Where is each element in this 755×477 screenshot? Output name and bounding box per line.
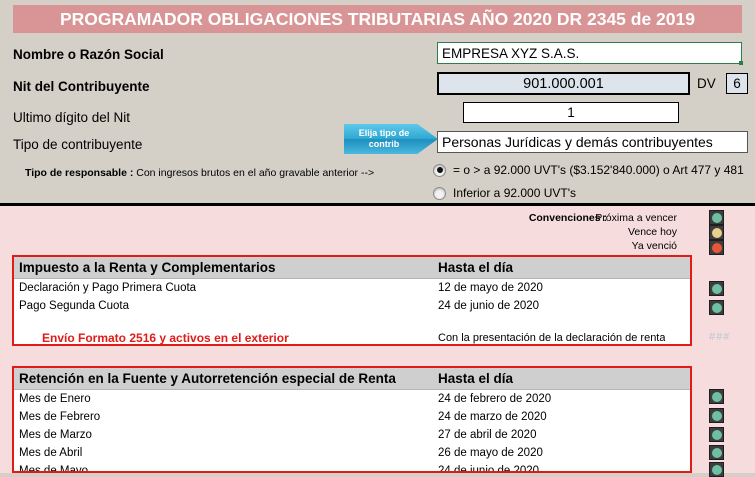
- cell-concepto: Declaración y Pago Primera Cuota: [19, 282, 197, 294]
- arrow-callout-elija-tipo: Elija tipo de contrib: [344, 124, 438, 154]
- convencion-label-proxima-vencer: Próxima a vencer: [595, 212, 677, 224]
- status-dot-green: [711, 391, 722, 402]
- table-spacer-row: [14, 315, 690, 329]
- table-row[interactable]: Mes de Mayo 24 de junio de 2020: [14, 462, 690, 473]
- cell-fecha: 26 de mayo de 2020: [438, 447, 543, 459]
- cell-fecha: 27 de abril de 2020: [438, 429, 537, 441]
- cell-fecha: 24 de junio de 2020: [438, 300, 540, 312]
- column-header-hasta-el-dia: Hasta el día: [438, 260, 514, 275]
- radio-label-menor-92000: Inferior a 92.000 UVT's: [453, 186, 577, 200]
- nombre-value: EMPRESA XYZ S.A.S.: [442, 45, 580, 61]
- radio-icon-unselected[interactable]: [433, 186, 446, 200]
- nit-input[interactable]: 901.000.001: [437, 72, 690, 95]
- cell-concepto: Mes de Mayo: [19, 465, 89, 473]
- dv-value: 6: [733, 76, 741, 91]
- row-status-badge: [709, 408, 724, 423]
- cell-fill-handle[interactable]: [739, 61, 743, 65]
- radio-option-menor-92000[interactable]: Inferior a 92.000 UVT's: [433, 186, 576, 200]
- form-section-background: [0, 0, 755, 203]
- dv-input[interactable]: 6: [726, 73, 748, 94]
- table-row[interactable]: Mes de Enero 24 de febrero de 2020: [14, 390, 690, 408]
- status-dot-red: [711, 242, 722, 253]
- table-header-row: Retención en la Fuente y Autorretención …: [14, 368, 690, 390]
- label-tipo-contribuyente: Tipo de contribuyente: [13, 137, 143, 152]
- row-status-badge: [709, 389, 724, 404]
- radio-icon-selected[interactable]: [433, 163, 446, 177]
- table-row-highlight[interactable]: Envío Formato 2516 y activos en el exter…: [14, 329, 690, 345]
- table-row[interactable]: Mes de Febrero 24 de marzo de 2020: [14, 408, 690, 426]
- nombre-razon-social-input[interactable]: EMPRESA XYZ S.A.S.: [437, 42, 743, 65]
- status-dot-green: [711, 464, 722, 475]
- cell-fecha: 24 de marzo de 2020: [438, 411, 547, 423]
- status-badge-proxima-vencer: [709, 210, 724, 225]
- cell-concepto-formato-2516: Envío Formato 2516 y activos en el exter…: [42, 331, 289, 345]
- label-nombre-razon-social: Nombre o Razón Social: [13, 47, 164, 62]
- status-dot-green: [711, 302, 722, 313]
- label-dv: DV: [697, 76, 716, 91]
- tipo-contribuyente-value: Personas Jurídicas y demás contribuyente…: [442, 134, 713, 150]
- table-retencion-fuente: Retención en la Fuente y Autorretención …: [12, 366, 692, 473]
- column-header-concepto: Retención en la Fuente y Autorretención …: [19, 371, 396, 386]
- column-header-concepto: Impuesto a la Renta y Complementarios: [19, 260, 276, 275]
- nit-value: 901.000.001: [523, 75, 604, 92]
- status-dot-green: [711, 410, 722, 421]
- status-dot-green: [711, 283, 722, 294]
- convenciones-title: Convenciones :: [528, 212, 607, 224]
- ultimo-digito-input[interactable]: 1: [463, 102, 679, 123]
- cell-concepto: Mes de Marzo: [19, 429, 92, 441]
- tipo-responsable-text: Con ingresos brutos en el año gravable a…: [136, 167, 375, 179]
- status-dot-yellow: [711, 227, 722, 238]
- status-dot-green: [711, 447, 722, 458]
- label-tipo-responsable: Tipo de responsable : Con ingresos bruto…: [25, 167, 374, 179]
- cell-concepto: Mes de Enero: [19, 393, 91, 405]
- ultimo-digito-value: 1: [567, 105, 575, 120]
- column-header-hasta-el-dia: Hasta el día: [438, 371, 514, 386]
- label-nit-contribuyente: Nit del Contribuyente: [13, 79, 150, 94]
- tipo-contribuyente-select[interactable]: Personas Jurídicas y demás contribuyente…: [437, 131, 748, 153]
- radio-label-mayor-92000: = o > a 92.000 UVT's ($3.152'840.000) o …: [453, 163, 744, 177]
- section-divider: [0, 203, 755, 206]
- callout-text: Elija tipo de contrib: [359, 128, 410, 150]
- cell-fecha: 24 de junio de 2020: [438, 465, 540, 473]
- row-status-badge: [709, 462, 724, 477]
- cell-fecha: 24 de febrero de 2020: [438, 393, 552, 405]
- status-badge-ya-vencio: [709, 240, 724, 255]
- convencion-label-ya-vencio: Ya venció: [631, 240, 677, 252]
- row-status-badge: [709, 445, 724, 460]
- callout-line1: Elija tipo de: [358, 128, 410, 138]
- callout-line2: contrib: [368, 139, 400, 149]
- cell-fecha: 12 de mayo de 2020: [438, 282, 543, 294]
- status-dot-green: [711, 429, 722, 440]
- table-row[interactable]: Declaración y Pago Primera Cuota 12 de m…: [14, 279, 690, 297]
- label-ultimo-digito-nit: Ultimo dígito del Nit: [13, 110, 131, 125]
- status-dot-green: [711, 212, 722, 223]
- cell-fecha-formato-2516: Con la presentación de la declaración de…: [438, 332, 666, 344]
- tipo-responsable-title: Tipo de responsable :: [25, 167, 134, 179]
- table-row[interactable]: Pago Segunda Cuota 24 de junio de 2020: [14, 297, 690, 315]
- overflow-hash-text: ###: [709, 331, 731, 343]
- table-row[interactable]: Mes de Marzo 27 de abril de 2020: [14, 426, 690, 444]
- row-status-badge: [709, 300, 724, 315]
- row-status-badge: [709, 281, 724, 296]
- table-impuesto-renta: Impuesto a la Renta y Complementarios Ha…: [12, 255, 692, 346]
- row-status-badge: [709, 427, 724, 442]
- cell-concepto: Mes de Abril: [19, 447, 83, 459]
- cell-concepto: Pago Segunda Cuota: [19, 300, 129, 312]
- cell-concepto: Mes de Febrero: [19, 411, 101, 423]
- table-row[interactable]: Mes de Abril 26 de mayo de 2020: [14, 444, 690, 462]
- table-header-row: Impuesto a la Renta y Complementarios Ha…: [14, 257, 690, 279]
- status-badge-vence-hoy: [709, 225, 724, 240]
- page-title: PROGRAMADOR OBLIGACIONES TRIBUTARIAS AÑO…: [13, 5, 742, 33]
- radio-option-mayor-92000[interactable]: = o > a 92.000 UVT's ($3.152'840.000) o …: [433, 163, 744, 177]
- convencion-label-vence-hoy: Vence hoy: [627, 226, 677, 238]
